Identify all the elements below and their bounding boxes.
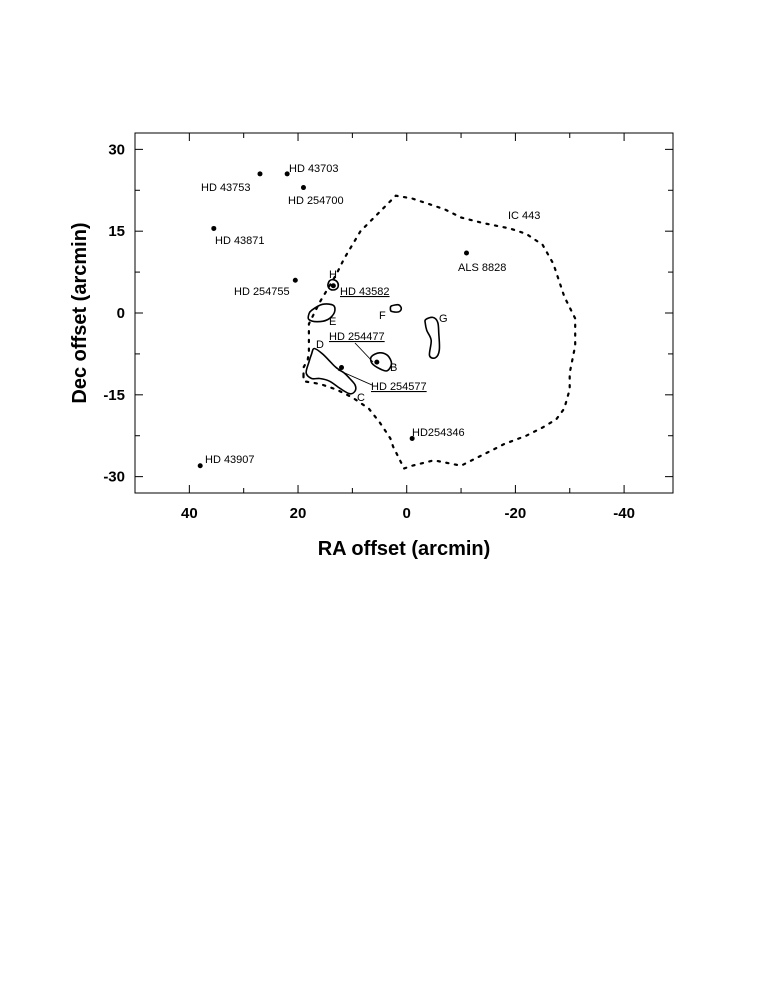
star-hd254477 (374, 359, 380, 365)
y-tick-label: -30 (103, 469, 125, 486)
leader-hd254477 (354, 342, 374, 363)
star-label-hd254577: HD 254577 (371, 381, 427, 393)
star-hd254700 (300, 185, 306, 191)
region-f-outline (389, 303, 403, 313)
star-label-als8828: ALS 8828 (458, 262, 506, 274)
ic443-label: IC 443 (508, 210, 540, 222)
star-label-hd254346: HD254346 (412, 427, 465, 439)
y-tick-label: -15 (103, 387, 125, 404)
star-hd43753 (257, 171, 263, 177)
star-hd43582 (330, 283, 336, 289)
region-b-outline (369, 351, 393, 372)
label-leader-lines (337, 342, 374, 386)
star-hd254755 (292, 277, 298, 283)
region-label-f: F (379, 310, 386, 322)
x-tick-label: 0 (403, 505, 411, 522)
x-tick-label: -20 (505, 505, 527, 522)
y-tick-label: 30 (108, 141, 125, 158)
region-h-outline (327, 278, 340, 291)
y-tick-label: 15 (108, 223, 125, 240)
star-hd254346 (409, 435, 415, 441)
region-label-g: G (439, 313, 448, 325)
star-label-hd43582: HD 43582 (340, 286, 390, 298)
star-label-hd43871: HD 43871 (215, 235, 265, 247)
region-g-outline (424, 316, 441, 359)
region-label-d: D (316, 339, 324, 351)
region-label-c: C (357, 392, 365, 404)
x-tick-label: -40 (613, 505, 635, 522)
y-tick-labels: 30 15 0 -15 -30 (103, 141, 125, 485)
ic443-remnant-boundary (302, 194, 577, 470)
leader-hd254577 (337, 369, 373, 386)
star-hd43703 (284, 171, 290, 177)
star-label-hd43703: HD 43703 (289, 163, 339, 175)
region-label-e: E (329, 316, 336, 328)
stars (197, 171, 469, 469)
star-label-hd254477: HD 254477 (329, 331, 385, 343)
x-tick-labels: 40 20 0 -20 -40 (181, 505, 635, 522)
star-label-hd43753: HD 43753 (201, 182, 251, 194)
region-label-h: H (329, 269, 337, 281)
star-label-hd254700: HD 254700 (288, 195, 344, 207)
y-tick-label: 0 (117, 305, 125, 322)
x-tick-label: 40 (181, 505, 198, 522)
x-axis-title: RA offset (arcmin) (318, 538, 491, 560)
region-e-outline (307, 303, 336, 323)
axis-ticks (135, 133, 673, 493)
star-label-hd43907: HD 43907 (205, 454, 255, 466)
star-als8828 (463, 250, 469, 256)
region-c-outline (305, 347, 357, 395)
star-label-hd254755: HD 254755 (234, 286, 290, 298)
region-labels: H E F G D B C (316, 269, 448, 404)
y-axis-title: Dec offset (arcmin) (69, 222, 91, 403)
region-label-b: B (390, 362, 397, 374)
x-tick-label: 20 (290, 505, 307, 522)
star-labels: HD 43703 HD 43753 HD 254700 HD 43871 HD … (201, 163, 506, 466)
star-hd43907 (197, 463, 203, 469)
emission-regions (305, 278, 441, 395)
star-hd254577 (339, 365, 345, 371)
star-hd43871 (211, 225, 217, 231)
